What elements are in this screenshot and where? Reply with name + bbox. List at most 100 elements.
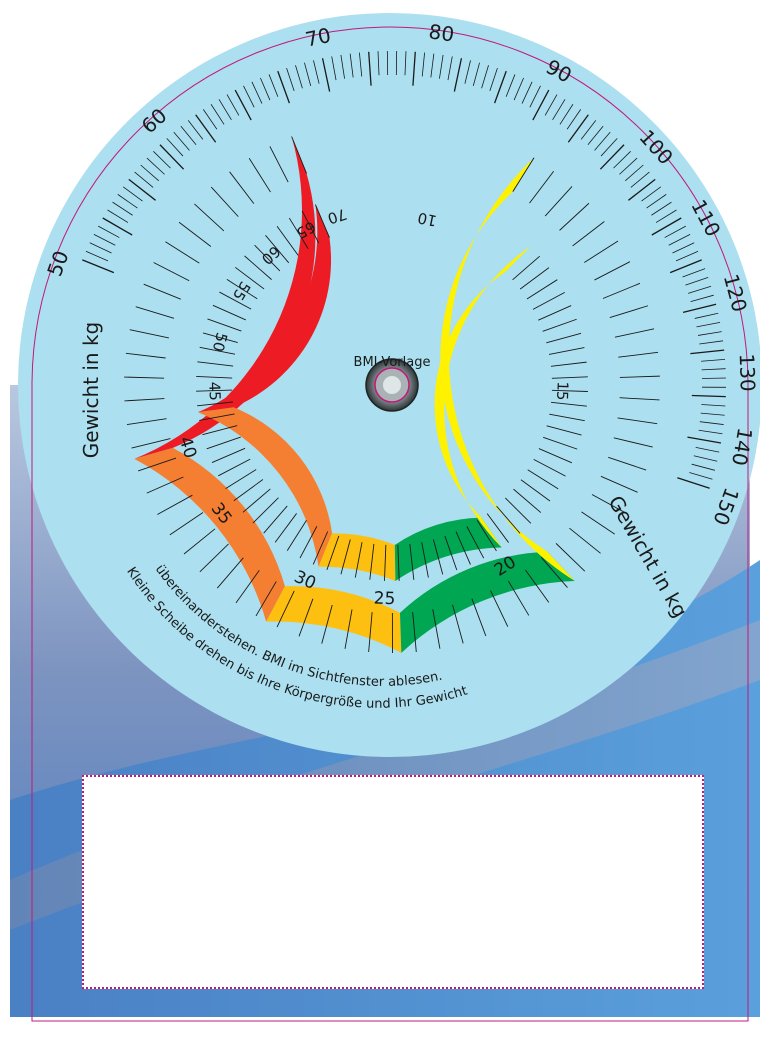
- outer-ring-tick: [143, 283, 181, 300]
- outer-ring-tick: [276, 590, 295, 628]
- weight-scale-tick: [243, 85, 255, 108]
- outer-ring-tick: [321, 604, 333, 644]
- inner-ring-bmi-label: 15: [553, 381, 572, 401]
- outer-ring-tick: [183, 528, 216, 555]
- weight-scale-tick: [439, 54, 444, 79]
- inner-ring-normal: [394, 517, 502, 581]
- weight-scale-tick: [304, 62, 312, 86]
- outer-ring-bmi-label: 25: [373, 588, 395, 609]
- weight-scale-tick: [331, 56, 337, 81]
- inner-ring-tick: [197, 401, 233, 407]
- bmi-result-window: [82, 775, 704, 989]
- weight-scale-tick: [122, 186, 143, 202]
- inner-ring-tick: [542, 318, 577, 332]
- weight-scale-tick: [472, 62, 480, 86]
- outer-ring-tick: [210, 186, 239, 217]
- weight-scale-tick: [668, 234, 691, 246]
- weight-scale-tick: [693, 455, 718, 462]
- weight-scale-tick: [251, 81, 263, 104]
- outer-ring-tick: [581, 511, 615, 535]
- outer-ring-tick: [508, 580, 530, 616]
- inner-ring-tick: [233, 479, 264, 502]
- weight-scale-tick: [651, 201, 672, 216]
- outer-ring-tick: [216, 557, 244, 589]
- inner-ring-tick: [533, 458, 566, 477]
- outer-ring-tick: [525, 569, 550, 603]
- outer-ring-tick: [229, 171, 255, 204]
- outer-ring-tick: [235, 570, 260, 604]
- inner-ring-tick: [527, 469, 559, 490]
- outer-ring-tick: [194, 203, 225, 232]
- weight-scale-tick: [117, 194, 138, 209]
- outer-ring-tick: [157, 494, 193, 515]
- outer-ring-tick: [602, 282, 641, 299]
- outer-ring-tick: [490, 590, 509, 627]
- weight-scale-tick: [453, 58, 463, 92]
- inner-ring-tick: [543, 436, 578, 450]
- weight-scale-tick: [675, 250, 699, 262]
- inner-ring-tick: [550, 361, 587, 367]
- inner-ring-tick: [340, 539, 351, 575]
- weight-scale-tick: [295, 65, 303, 89]
- outer-ring-tick: [199, 543, 229, 573]
- weight-scale-tick: [447, 56, 453, 81]
- outer-ring-tick: [135, 306, 175, 319]
- weight-scale-tick: [630, 171, 650, 188]
- inner-ring-tick: [254, 244, 281, 272]
- weight-scale-tick: [489, 67, 498, 91]
- inner-ring-underweight: [434, 246, 531, 548]
- weight-scale-tick: [173, 131, 190, 151]
- weight-scale-tick: [698, 429, 723, 435]
- outer-ring-tick: [344, 609, 353, 649]
- weight-scale-tick: [700, 412, 725, 416]
- inner-ring-tick: [202, 425, 238, 436]
- weight-scale-tick: [464, 60, 471, 84]
- weight-scale-tick: [641, 186, 662, 202]
- outer-ring-tick: [125, 352, 166, 359]
- outer-ring-tick: [129, 329, 169, 339]
- outer-ring-tick: [617, 417, 658, 425]
- inner-ring-tick: [199, 346, 236, 355]
- weight-scale-tick: [696, 322, 721, 328]
- inner-ring-tick: [197, 361, 234, 367]
- inner-ring-tick: [274, 513, 297, 543]
- weight-scale-tick: [210, 104, 225, 125]
- center-label: BMI-Vorlage: [354, 355, 431, 370]
- weight-scale-tick: [421, 52, 425, 77]
- weight-scale-tick: [682, 268, 706, 278]
- inner-ring-tick: [286, 520, 307, 551]
- weight-scale-tick: [226, 94, 240, 116]
- weight-scale-tick: [159, 144, 185, 170]
- weight-scale-tick: [349, 53, 354, 78]
- outer-ring-tick: [412, 612, 417, 652]
- weight-scale-tick: [202, 109, 218, 130]
- inner-ring-tick: [551, 376, 588, 379]
- inner-ring-tick: [288, 217, 309, 249]
- weight-scale-tick: [218, 99, 232, 121]
- weight-scale-tick: [691, 463, 716, 471]
- inner-ring-tick: [226, 279, 258, 300]
- weight-scale-tick: [529, 85, 541, 108]
- outer-ring-tick: [269, 146, 289, 183]
- outer-ring-tick: [452, 604, 464, 644]
- inner-ring-tick: [519, 267, 550, 290]
- outer-ring-tick: [291, 136, 308, 174]
- inner-ring-tick: [369, 543, 375, 580]
- weight-scale-tick: [112, 201, 133, 216]
- inner-ring-tick: [409, 543, 415, 580]
- weight-scale-tick: [580, 120, 597, 140]
- outer-ring-underweight: [440, 157, 575, 582]
- weight-scale-tick: [505, 74, 516, 97]
- weight-scale-tick: [107, 209, 129, 223]
- inner-ring-tick: [263, 505, 288, 534]
- outer-ring-tick: [124, 398, 165, 402]
- eyelet-hole-icon: [383, 376, 401, 394]
- outer-ring-tick: [614, 328, 655, 338]
- weight-scale-tick: [685, 276, 709, 286]
- inner-ring-tick: [486, 513, 509, 543]
- inner-ring-tick: [234, 266, 265, 290]
- inner-ring-tick: [476, 520, 497, 552]
- weight-scale-tick: [701, 358, 726, 362]
- inner-ring-tick: [538, 305, 572, 321]
